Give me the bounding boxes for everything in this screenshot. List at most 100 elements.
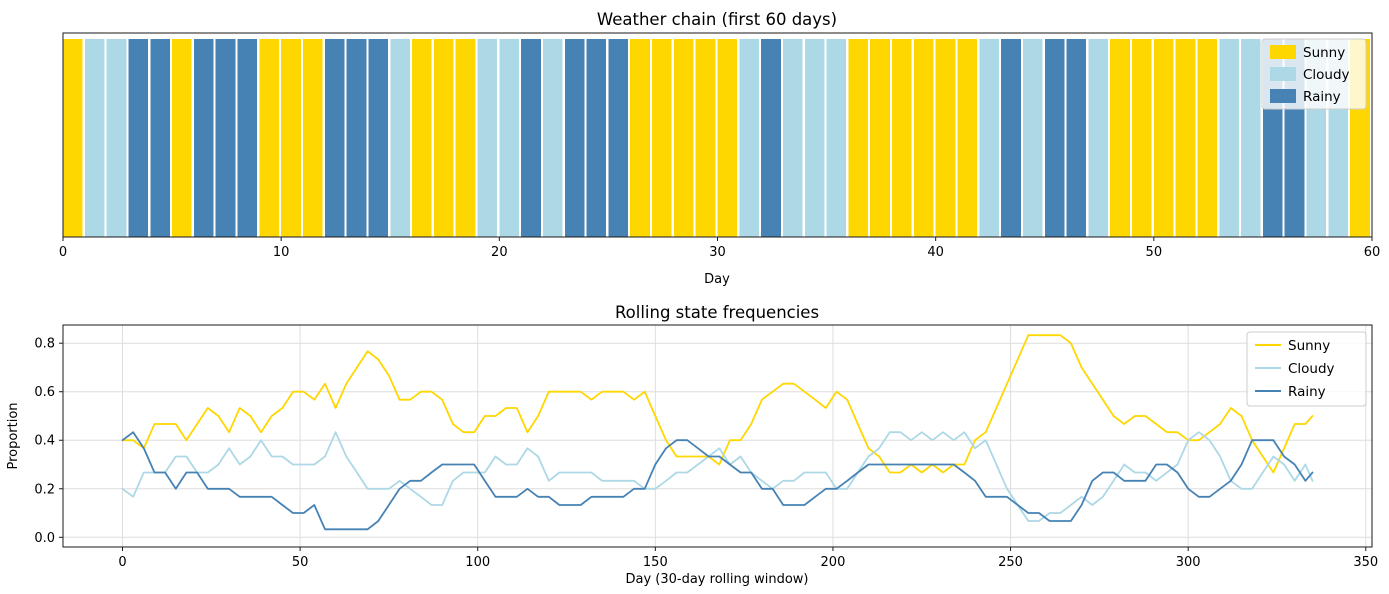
weather-day-bar-sunny	[695, 39, 716, 238]
bottom-chart-xlabel: Day (30-day rolling window)	[625, 572, 808, 587]
bottom-x-tick-label: 200	[821, 555, 846, 570]
weather-day-bar-cloudy	[84, 39, 105, 238]
weather-day-bar-cloudy	[499, 39, 519, 238]
bottom-x-tick-label: 0	[118, 555, 126, 570]
weather-day-bar-sunny	[259, 39, 279, 238]
axis-ticks-layer: 0 10 20 30 40 50 60 0 50 100 150 200 250 300 350 0.0 0.2…	[34, 237, 1380, 570]
top-chart-legend: Sunny Cloudy Rainy	[1261, 38, 1367, 110]
weather-day-bar-cloudy	[1022, 39, 1043, 238]
weather-day-bar-cloudy	[1088, 39, 1109, 238]
legend-swatch-rainy	[1270, 89, 1296, 103]
legend-frame	[1246, 331, 1367, 407]
weather-day-bar-sunny	[892, 39, 912, 238]
weather-day-bar-sunny	[935, 39, 956, 238]
weather-day-bar-sunny	[302, 39, 323, 238]
weather-day-bar-rainy	[1001, 39, 1021, 238]
weather-day-bar-rainy	[324, 39, 345, 238]
weather-day-bar-sunny	[630, 39, 650, 238]
weather-day-bar-sunny	[1153, 39, 1174, 238]
weather-day-bar-rainy	[368, 39, 389, 238]
bottom-x-tick-label: 150	[643, 555, 668, 570]
bottom-x-tick-label: 50	[292, 555, 309, 570]
top-x-tick-label: 10	[273, 245, 290, 260]
weather-day-bar-rainy	[215, 39, 236, 238]
bottom-chart-lines-layer	[121, 334, 1314, 531]
bottom-x-tick-label: 350	[1353, 555, 1378, 570]
weather-day-bar-rainy	[586, 39, 607, 238]
weather-day-bar-sunny	[412, 39, 432, 238]
weather-day-bar-cloudy	[390, 39, 410, 238]
top-x-tick-label: 0	[59, 245, 67, 260]
legend-label-rainy: Rainy	[1288, 384, 1326, 400]
series-line-sunny	[121, 334, 1314, 474]
weather-day-bar-cloudy	[979, 39, 999, 238]
weather-day-bar-sunny	[172, 39, 192, 238]
top-x-tick-label: 40	[927, 245, 944, 260]
bottom-y-tick-label: 0.2	[34, 482, 55, 497]
bottom-chart-title: Rolling state frequencies	[615, 303, 819, 322]
bottom-y-tick-label: 0.4	[34, 434, 55, 449]
top-chart-title: Weather chain (first 60 days)	[597, 10, 837, 29]
weather-day-bar-rainy	[237, 39, 258, 238]
bottom-y-tick-label: 0.6	[34, 385, 55, 400]
weather-day-bar-rainy	[521, 39, 541, 238]
weather-day-bar-sunny	[913, 39, 934, 238]
bottom-x-tick-label: 100	[465, 555, 490, 570]
weather-day-bar-sunny	[1197, 39, 1218, 238]
weather-day-bar-rainy	[1066, 39, 1087, 238]
weather-day-bar-cloudy	[106, 39, 127, 238]
legend-label-rainy: Rainy	[1303, 89, 1341, 105]
weather-day-bar-sunny	[1110, 39, 1130, 238]
bottom-y-tick-label: 0.0	[34, 531, 55, 546]
bottom-chart-ylabel: Proportion	[6, 402, 21, 469]
top-chart-xlabel: Day	[704, 272, 730, 287]
weather-day-bar-rainy	[608, 39, 629, 238]
weather-day-bar-rainy	[150, 39, 170, 238]
weather-day-bar-cloudy	[739, 39, 759, 238]
weather-day-bar-rainy	[128, 39, 149, 238]
bottom-chart-legend: Sunny Cloudy Rainy	[1246, 331, 1367, 407]
weather-day-bar-rainy	[1044, 39, 1065, 238]
weather-day-bar-cloudy	[542, 39, 563, 238]
legend-label-sunny: Sunny	[1303, 45, 1345, 61]
bottom-chart-gridlines	[63, 325, 1372, 547]
weather-day-bar-rainy	[761, 39, 781, 238]
bottom-x-tick-label: 300	[1176, 555, 1201, 570]
legend-swatch-cloudy	[1270, 67, 1296, 81]
weather-day-bar-sunny	[717, 39, 738, 238]
top-x-tick-label: 20	[491, 245, 508, 260]
weather-day-bar-sunny	[455, 39, 476, 238]
weather-day-bar-rainy	[346, 39, 367, 238]
top-chart-bars-layer	[63, 39, 1370, 238]
weather-day-bar-sunny	[652, 39, 672, 238]
weather-day-bar-cloudy	[826, 39, 847, 238]
legend-label-sunny: Sunny	[1288, 338, 1330, 354]
weather-day-bar-sunny	[870, 39, 890, 238]
series-line-cloudy	[121, 431, 1314, 522]
weather-day-bar-sunny	[1132, 39, 1152, 238]
bottom-axes-frame	[62, 324, 1373, 548]
top-axes-frame	[62, 32, 1373, 238]
weather-day-bar-rainy	[193, 39, 214, 238]
weather-day-bar-cloudy	[477, 39, 498, 238]
weather-day-bar-cloudy	[782, 39, 803, 238]
legend-label-cloudy: Cloudy	[1303, 67, 1350, 83]
weather-day-bar-cloudy	[804, 39, 825, 238]
legend-swatch-sunny	[1270, 45, 1296, 59]
weather-day-bar-cloudy	[1219, 39, 1239, 238]
top-x-tick-label: 30	[709, 245, 726, 260]
weather-day-bar-rainy	[564, 39, 585, 238]
weather-day-bar-sunny	[433, 39, 454, 238]
weather-day-bar-sunny	[63, 39, 83, 238]
legend-label-cloudy: Cloudy	[1288, 361, 1335, 377]
top-x-tick-label: 50	[1146, 245, 1163, 260]
weather-day-bar-cloudy	[1241, 39, 1261, 238]
series-line-rainy	[121, 431, 1314, 531]
weather-day-bar-sunny	[848, 39, 869, 238]
weather-day-bar-sunny	[673, 39, 694, 238]
bottom-y-tick-label: 0.8	[34, 337, 55, 352]
weather-day-bar-sunny	[281, 39, 301, 238]
bottom-x-tick-label: 250	[998, 555, 1023, 570]
